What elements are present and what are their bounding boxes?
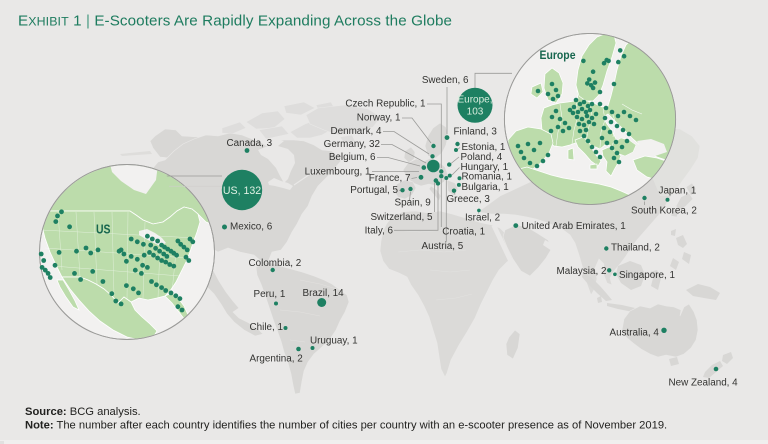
svg-text:103: 103 xyxy=(467,107,484,118)
svg-text:Brazil, 14: Brazil, 14 xyxy=(303,288,345,299)
svg-text:Peru, 1: Peru, 1 xyxy=(254,289,286,300)
svg-text:Croatia, 1: Croatia, 1 xyxy=(442,227,485,238)
svg-text:Poland, 4: Poland, 4 xyxy=(461,152,503,163)
svg-text:Uruguay, 1: Uruguay, 1 xyxy=(310,336,358,347)
svg-text:France, 7: France, 7 xyxy=(369,173,411,184)
svg-text:Finland, 3: Finland, 3 xyxy=(454,127,498,138)
svg-text:Estonia, 1: Estonia, 1 xyxy=(462,142,506,153)
svg-text:Mexico, 6: Mexico, 6 xyxy=(230,222,273,233)
svg-text:Japan, 1: Japan, 1 xyxy=(659,186,697,197)
svg-text:Bulgaria, 1: Bulgaria, 1 xyxy=(462,182,510,193)
svg-text:Europe: Europe xyxy=(540,48,576,62)
svg-text:Luxembourg, 1: Luxembourg, 1 xyxy=(305,166,371,177)
svg-text:Israel, 2: Israel, 2 xyxy=(465,212,500,223)
svg-text:Colombia, 2: Colombia, 2 xyxy=(249,258,302,269)
svg-text:Czech Republic, 1: Czech Republic, 1 xyxy=(345,99,426,110)
svg-text:Malaysia, 2: Malaysia, 2 xyxy=(557,266,607,277)
svg-text:Hungary, 1: Hungary, 1 xyxy=(461,162,509,173)
svg-text:Argentina, 2: Argentina, 2 xyxy=(250,354,303,365)
svg-text:Italy, 6: Italy, 6 xyxy=(365,225,394,236)
svg-text:Europe,: Europe, xyxy=(457,95,492,106)
svg-text:Belgium, 6: Belgium, 6 xyxy=(329,152,376,163)
svg-text:US: US xyxy=(96,223,111,237)
svg-text:Singapore, 1: Singapore, 1 xyxy=(619,270,676,281)
svg-text:Switzerland, 5: Switzerland, 5 xyxy=(370,212,433,223)
svg-text:Chile, 1: Chile, 1 xyxy=(250,322,284,333)
svg-text:Romania, 1: Romania, 1 xyxy=(462,172,513,183)
svg-text:Spain, 9: Spain, 9 xyxy=(395,197,432,208)
svg-text:Norway, 1: Norway, 1 xyxy=(357,113,401,124)
svg-text:EXHIBIT 1 | E-Scooters Are Rap: EXHIBIT 1 | E-Scooters Are Rapidly Expan… xyxy=(18,13,452,30)
svg-text:Greece, 3: Greece, 3 xyxy=(447,194,491,205)
svg-text:Australia, 4: Australia, 4 xyxy=(610,328,660,339)
svg-text:Note: The number after each co: Note: The number after each country iden… xyxy=(25,420,667,432)
svg-text:Source: BCG analysis.: Source: BCG analysis. xyxy=(25,406,141,418)
svg-text:Portugal, 5: Portugal, 5 xyxy=(350,185,398,196)
svg-text:South Korea, 2: South Korea, 2 xyxy=(631,206,697,217)
svg-text:Denmark, 4: Denmark, 4 xyxy=(330,126,382,137)
svg-text:New Zealand, 4: New Zealand, 4 xyxy=(669,378,739,389)
svg-text:United Arab Emirates, 1: United Arab Emirates, 1 xyxy=(522,221,627,232)
svg-text:Austria, 5: Austria, 5 xyxy=(422,241,464,252)
svg-text:Sweden, 6: Sweden, 6 xyxy=(422,75,469,86)
svg-text:Thailand, 2: Thailand, 2 xyxy=(611,243,660,254)
svg-text:Canada, 3: Canada, 3 xyxy=(227,138,273,149)
svg-text:Germany, 32: Germany, 32 xyxy=(324,139,380,150)
svg-text:US, 132: US, 132 xyxy=(223,185,261,197)
